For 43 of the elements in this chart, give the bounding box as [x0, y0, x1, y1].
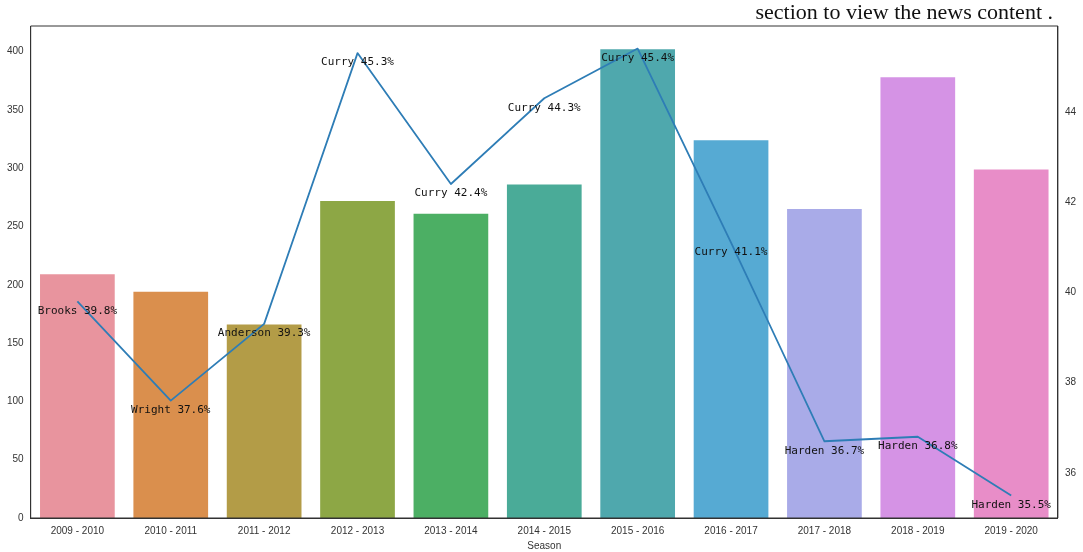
x-axis-title: Season — [527, 539, 562, 551]
data-label: Harden 35.5% — [971, 497, 1052, 511]
y2-tick-label: 36 — [1064, 466, 1077, 478]
y-tick-label: 0 — [18, 511, 25, 523]
y-tick-label: 100 — [7, 395, 25, 407]
data-label: Curry 42.4% — [414, 186, 488, 200]
bar — [40, 274, 115, 518]
x-tick-label: 2019 - 2020 — [984, 524, 1039, 536]
y-tick-label: 400 — [7, 45, 25, 57]
bar — [133, 291, 209, 518]
data-label: Brooks 39.8% — [37, 303, 118, 317]
text: section to view the news content . — [755, 0, 1053, 24]
x-tick-label: 2018 - 2019 — [891, 524, 945, 536]
y2-tick-label: 38 — [1064, 376, 1077, 388]
x-tick-label: 2012 - 2013 — [330, 524, 385, 536]
y2-tick-label: 44 — [1064, 105, 1077, 117]
x-tick-label: 2014 - 2015 — [517, 524, 572, 536]
y2-tick-label: 42 — [1064, 195, 1077, 207]
x-tick-label: 2010 - 2011 — [144, 524, 198, 536]
bar — [973, 169, 1049, 518]
y2-tick-label: 40 — [1064, 286, 1077, 298]
bar — [320, 200, 395, 518]
x-tick-label: 2017 - 2018 — [797, 524, 852, 536]
bar — [787, 209, 862, 518]
y-tick-label: 50 — [12, 453, 25, 465]
data-label: Curry 41.1% — [694, 245, 768, 259]
x-tick-label: 2013 - 2014 — [424, 524, 479, 536]
bar — [506, 184, 582, 518]
bar — [880, 77, 956, 518]
data-label: Curry 45.4% — [601, 50, 675, 64]
y-tick-label: 150 — [7, 336, 25, 348]
bar — [693, 140, 769, 518]
y-tick-label: 200 — [7, 278, 25, 290]
x-tick-label: 2009 - 2010 — [50, 524, 105, 536]
x-tick-label: 2011 - 2012 — [237, 524, 291, 536]
bar — [600, 49, 676, 518]
y-tick-label: 300 — [7, 161, 25, 173]
y-tick-label: 250 — [7, 220, 25, 232]
bar — [413, 213, 489, 518]
data-label: Harden 36.7% — [784, 443, 865, 457]
y-tick-label: 350 — [7, 103, 25, 115]
x-tick-label: 2015 - 2016 — [610, 524, 665, 536]
x-tick-label: 2016 - 2017 — [704, 524, 759, 536]
